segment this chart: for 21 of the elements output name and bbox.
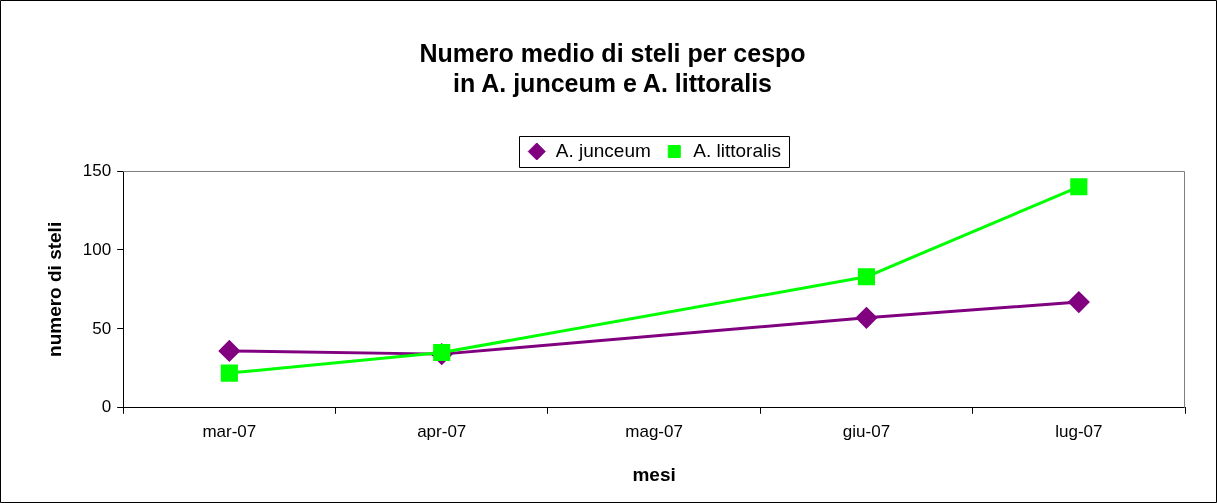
- y-tick-label: 150: [82, 160, 112, 180]
- legend-label: A. junceum: [555, 139, 651, 161]
- x-tick-label: apr-07: [417, 421, 467, 441]
- y-tick-label: 0: [101, 397, 112, 417]
- x-tick-label: mar-07: [202, 421, 257, 441]
- point: [1068, 291, 1090, 313]
- x-tick-label: mag-07: [625, 421, 683, 441]
- legend-label: A. littoralis: [693, 139, 781, 161]
- point: [855, 307, 877, 329]
- y-tick-label: 100: [82, 239, 112, 259]
- x-tick-label: lug-07: [1055, 421, 1103, 441]
- point: [220, 364, 238, 382]
- y-axis-title: numero di steli: [43, 221, 65, 357]
- point: [433, 343, 451, 362]
- point: [857, 268, 876, 286]
- chart-title: Numero medio di steli per cespo in A. junceum e A. littoralis: [419, 38, 806, 97]
- x-axis-title: mesi: [632, 463, 676, 485]
- y-tick-label: 50: [92, 318, 112, 338]
- x-tick-label: giu-07: [842, 421, 891, 441]
- point: [218, 340, 240, 362]
- point: [1070, 178, 1088, 196]
